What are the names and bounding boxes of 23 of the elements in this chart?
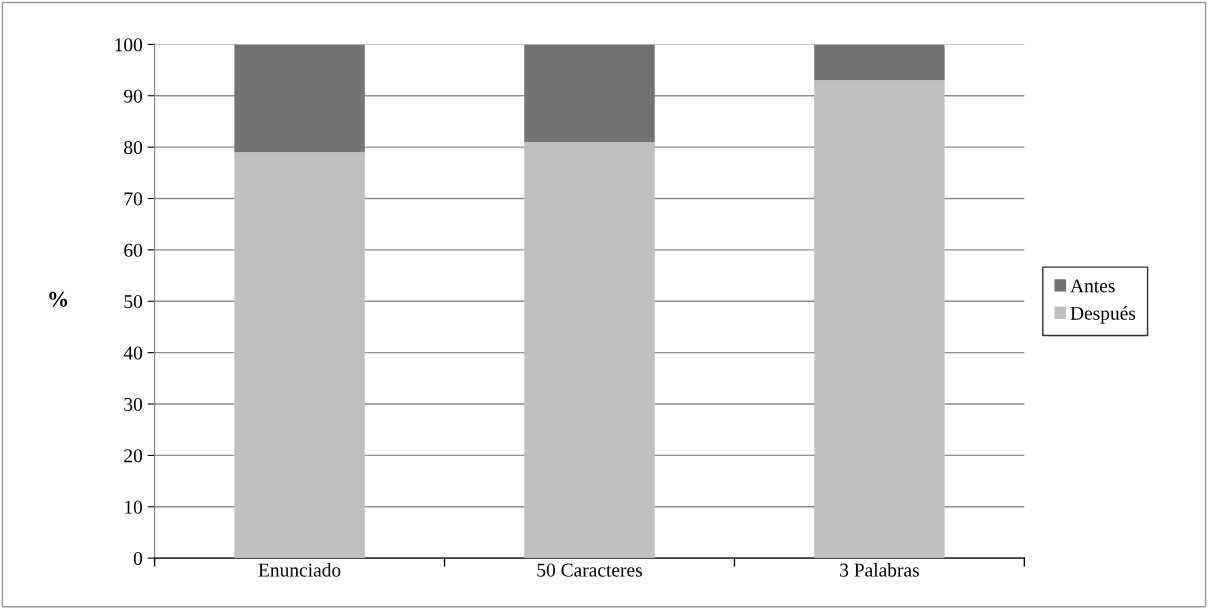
y-tick-label: 70 xyxy=(124,192,143,206)
y-tick-label: 60 xyxy=(124,243,143,257)
bar xyxy=(234,44,365,153)
bar xyxy=(524,44,655,142)
y-tick-label: 10 xyxy=(125,500,143,514)
legend-label: Antes xyxy=(1070,279,1115,293)
y-axis-title: % xyxy=(49,291,68,307)
y-tick-label: 30 xyxy=(124,397,143,411)
y-tick-label: 100 xyxy=(115,38,143,52)
bar xyxy=(234,152,365,559)
legend-label: Después xyxy=(1070,306,1136,324)
bar xyxy=(524,142,655,559)
bar xyxy=(814,44,945,81)
x-tick-label: Enunciado xyxy=(258,563,341,577)
x-tick-label: 50 Caracteres xyxy=(537,563,642,577)
y-tick-label: 90 xyxy=(124,89,143,103)
y-tick-label: 20 xyxy=(124,449,143,463)
y-tick-label: 80 xyxy=(124,140,143,155)
x-tick-label: 3 Palabras xyxy=(840,563,919,577)
y-tick-label: 40 xyxy=(123,346,143,360)
bar xyxy=(814,80,945,559)
y-tick-label: 50 xyxy=(124,295,143,309)
y-tick-label: 0 xyxy=(133,551,143,566)
